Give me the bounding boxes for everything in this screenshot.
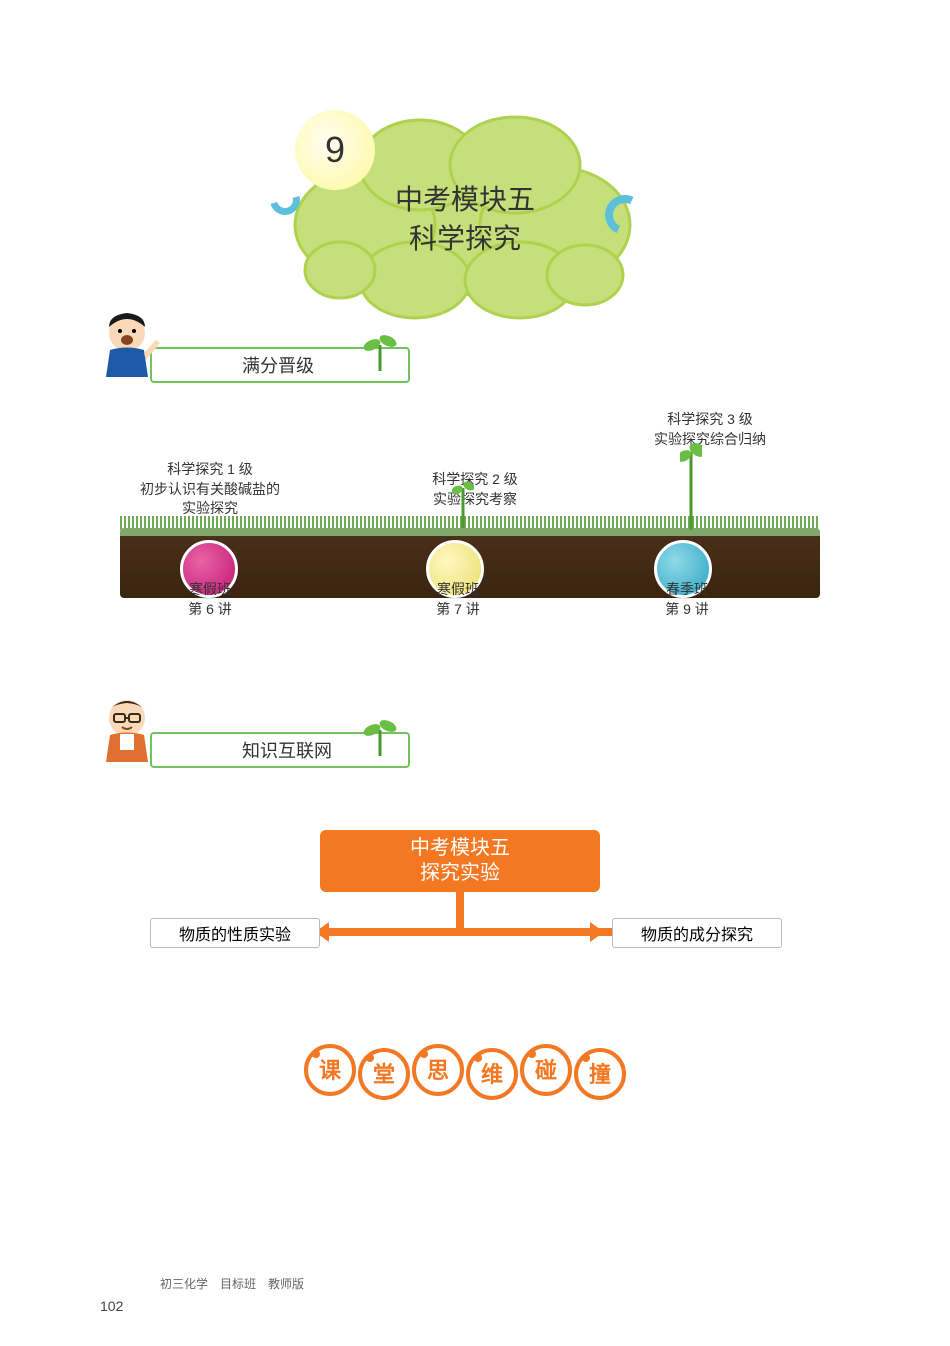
level-2-below: 寒假班 第 7 讲 xyxy=(408,580,508,619)
level-progression: 科学探究 1 级 初步认识有关酸碱盐的 实验探究 科学探究 2 级 实验探究考察… xyxy=(120,410,840,630)
chapter-title: 中考模块五 科学探究 xyxy=(255,180,675,258)
level-1-subtitle: 初步认识有关酸碱盐的 实验探究 xyxy=(110,480,310,519)
chapter-title-line1: 中考模块五 xyxy=(395,184,535,215)
plant-3 xyxy=(680,440,702,530)
sprout-icon-2 xyxy=(362,716,398,756)
decorative-title: 课堂思维碰撞 xyxy=(300,1035,630,1105)
section-header-network: 知识互联网 xyxy=(95,700,405,780)
svg-text:课: 课 xyxy=(319,1058,342,1083)
diagram-root-line2: 探究实验 xyxy=(420,861,500,886)
svg-text:撞: 撞 xyxy=(589,1062,611,1087)
section-label-score: 满分晋级 xyxy=(242,352,314,378)
below-1-line2: 第 6 讲 xyxy=(188,601,232,617)
teacher-avatar-2 xyxy=(90,690,165,765)
diagram-stem xyxy=(456,892,464,932)
level-1-title: 科学探究 1 级 xyxy=(110,460,310,480)
below-1-line1: 寒假班 xyxy=(189,581,231,597)
title-cloud: 9 中考模块五 科学探究 xyxy=(255,95,675,325)
level-3-title: 科学探究 3 级 xyxy=(610,410,810,430)
level-1-label: 科学探究 1 级 初步认识有关酸碱盐的 实验探究 xyxy=(110,460,310,519)
level-2-title: 科学探究 2 级 xyxy=(385,470,565,490)
knowledge-diagram: 中考模块五 探究实验 物质的性质实验 物质的成分探究 xyxy=(150,830,810,970)
below-2-line2: 第 7 讲 xyxy=(436,601,480,617)
level-3-below: 春季班 第 9 讲 xyxy=(637,580,737,619)
chapter-number-badge: 9 xyxy=(295,110,375,190)
sprout-icon xyxy=(362,331,398,371)
section-ribbon-1: 满分晋级 xyxy=(150,347,410,383)
svg-text:碰: 碰 xyxy=(535,1058,557,1083)
diagram-right-box: 物质的成分探究 xyxy=(612,918,782,948)
page-number: 102 xyxy=(100,1298,304,1314)
teacher-avatar-1 xyxy=(90,305,165,380)
below-2-line1: 寒假班 xyxy=(437,581,479,597)
svg-text:维: 维 xyxy=(481,1062,503,1087)
chapter-title-line2: 科学探究 xyxy=(409,223,521,254)
section-header-score: 满分晋级 xyxy=(95,315,405,395)
page-footer: 初三化学 目标班 教师版 102 xyxy=(100,1275,304,1314)
level-3-subtitle: 实验探究综合归纳 xyxy=(610,430,810,450)
section-label-network: 知识互联网 xyxy=(242,737,332,763)
plant-2 xyxy=(452,478,474,528)
level-1-below: 寒假班 第 6 讲 xyxy=(160,580,260,619)
level-2-subtitle: 实验探究考察 xyxy=(385,490,565,510)
diagram-left-box: 物质的性质实验 xyxy=(150,918,320,948)
diagram-arrow-right xyxy=(590,922,604,942)
level-3-label: 科学探究 3 级 实验探究综合归纳 xyxy=(610,410,810,449)
edition-text: 初三化学 目标班 教师版 xyxy=(160,1277,304,1291)
decorative-title-svg: 课堂思维碰撞 xyxy=(300,1035,630,1105)
svg-text:思: 思 xyxy=(427,1058,449,1083)
section-ribbon-2: 知识互联网 xyxy=(150,732,410,768)
svg-text:堂: 堂 xyxy=(373,1062,395,1087)
level-2-label: 科学探究 2 级 实验探究考察 xyxy=(385,470,565,509)
below-3-line1: 春季班 xyxy=(666,581,708,597)
diagram-root-node: 中考模块五 探究实验 xyxy=(320,830,600,892)
diagram-root-line1: 中考模块五 xyxy=(410,836,510,861)
below-3-line2: 第 9 讲 xyxy=(665,601,709,617)
